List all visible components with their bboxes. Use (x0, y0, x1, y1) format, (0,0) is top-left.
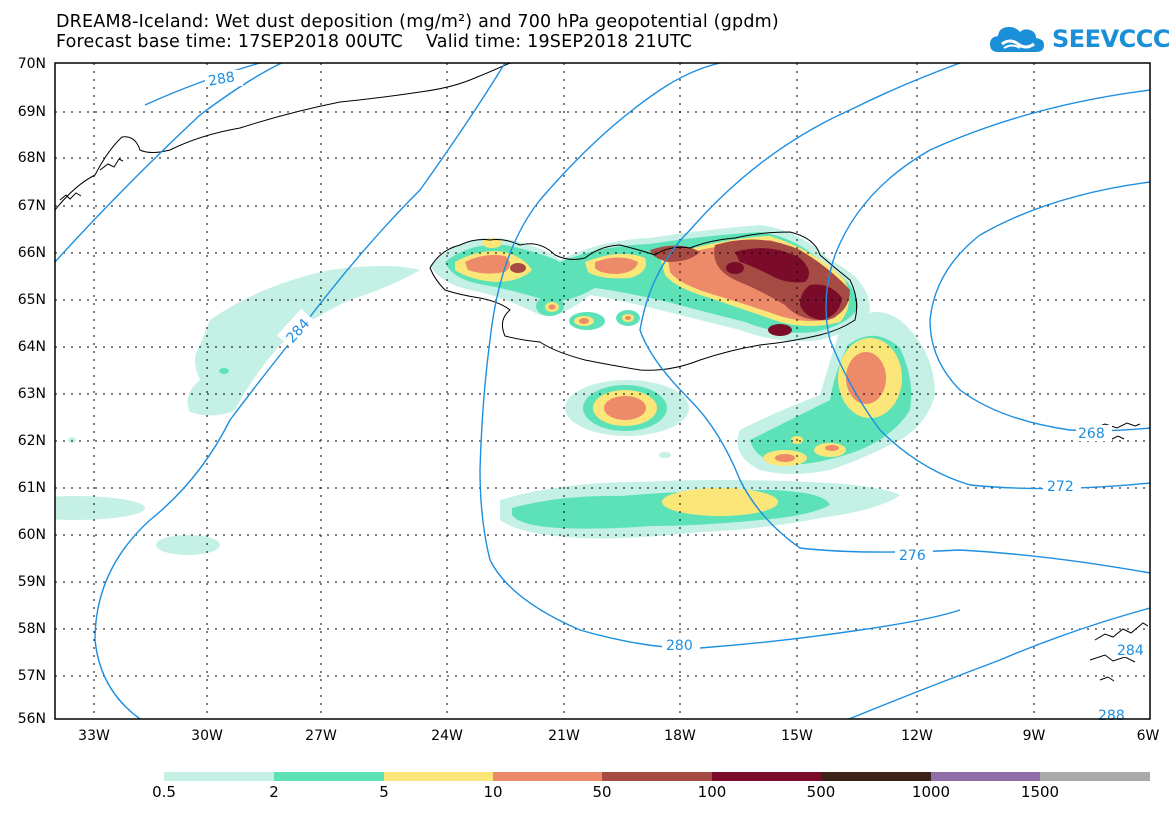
cloud-icon (990, 27, 1044, 52)
colorbar-label: 50 (592, 783, 612, 801)
lat-label: 66N (17, 245, 46, 261)
lat-label: 69N (17, 104, 46, 120)
map-frame (54, 62, 1151, 720)
lat-label: 57N (17, 668, 46, 684)
lon-label: 6W (1136, 728, 1160, 744)
dust-deposition-field (55, 225, 935, 555)
colorbar-label: 1000 (911, 783, 951, 801)
lat-label: 63N (17, 386, 46, 402)
colorbar-label: 2 (269, 783, 279, 801)
contour-label-288-se: 288 (1098, 708, 1125, 724)
colorbar-swatch (712, 772, 821, 781)
contour-label-284-se: 284 (1117, 643, 1144, 659)
lat-label: 67N (17, 198, 46, 214)
colorbar-swatch (821, 772, 931, 781)
lat-label: 64N (17, 339, 46, 355)
lon-label: 15W (781, 728, 813, 744)
colorbar-label: 5 (379, 783, 389, 801)
lat-label: 68N (17, 150, 46, 166)
seevccc-logo: SEEVCCC (988, 20, 1171, 58)
lat-label: 62N (17, 433, 46, 449)
lat-label: 59N (17, 574, 46, 590)
colorbar-swatch (384, 772, 493, 781)
colorbar-swatch (493, 772, 602, 781)
colorbar-label: 1500 (1020, 783, 1060, 801)
colorbar-label: 100 (697, 783, 727, 801)
lat-label: 65N (17, 292, 46, 308)
lat-label: 58N (17, 621, 46, 637)
contour-labels: 288 284 280 276 272 268 284 288 (205, 69, 1147, 724)
contour-label-288: 288 (207, 69, 236, 89)
lon-label: 18W (664, 728, 696, 744)
colorbar-label: 500 (806, 783, 836, 801)
lat-label: 61N (17, 480, 46, 496)
lat-label: 56N (17, 711, 46, 727)
graticule (55, 63, 1150, 719)
logo-text: SEEVCCC (1052, 25, 1171, 53)
colorbar-swatch (164, 772, 274, 781)
map-subtitle: Forecast base time: 17SEP2018 00UTC Vali… (56, 32, 693, 52)
lon-label: 9W (1022, 728, 1046, 744)
geopotential-contours (55, 63, 1150, 719)
contour-label-280: 280 (666, 638, 693, 654)
colorbar-label: 10 (483, 783, 503, 801)
lon-label: 21W (548, 728, 580, 744)
lon-label: 27W (305, 728, 337, 744)
colorbar-swatch (602, 772, 712, 781)
colorbar-swatch (931, 772, 1040, 781)
lon-label: 30W (191, 728, 223, 744)
lon-label: 33W (78, 728, 110, 744)
map-title: DREAM8-Iceland: Wet dust deposition (mg/… (56, 12, 779, 32)
lon-label: 12W (901, 728, 933, 744)
contour-label-276: 276 (899, 548, 926, 564)
lon-label: 24W (431, 728, 463, 744)
colorbar-swatch (274, 772, 384, 781)
colorbar-swatch (1040, 772, 1150, 781)
colorbar-label: 0.5 (152, 783, 176, 801)
contour-label-268: 268 (1078, 426, 1105, 442)
contour-label-272: 272 (1047, 479, 1074, 495)
lat-label: 70N (17, 56, 46, 72)
lat-label: 60N (17, 527, 46, 543)
